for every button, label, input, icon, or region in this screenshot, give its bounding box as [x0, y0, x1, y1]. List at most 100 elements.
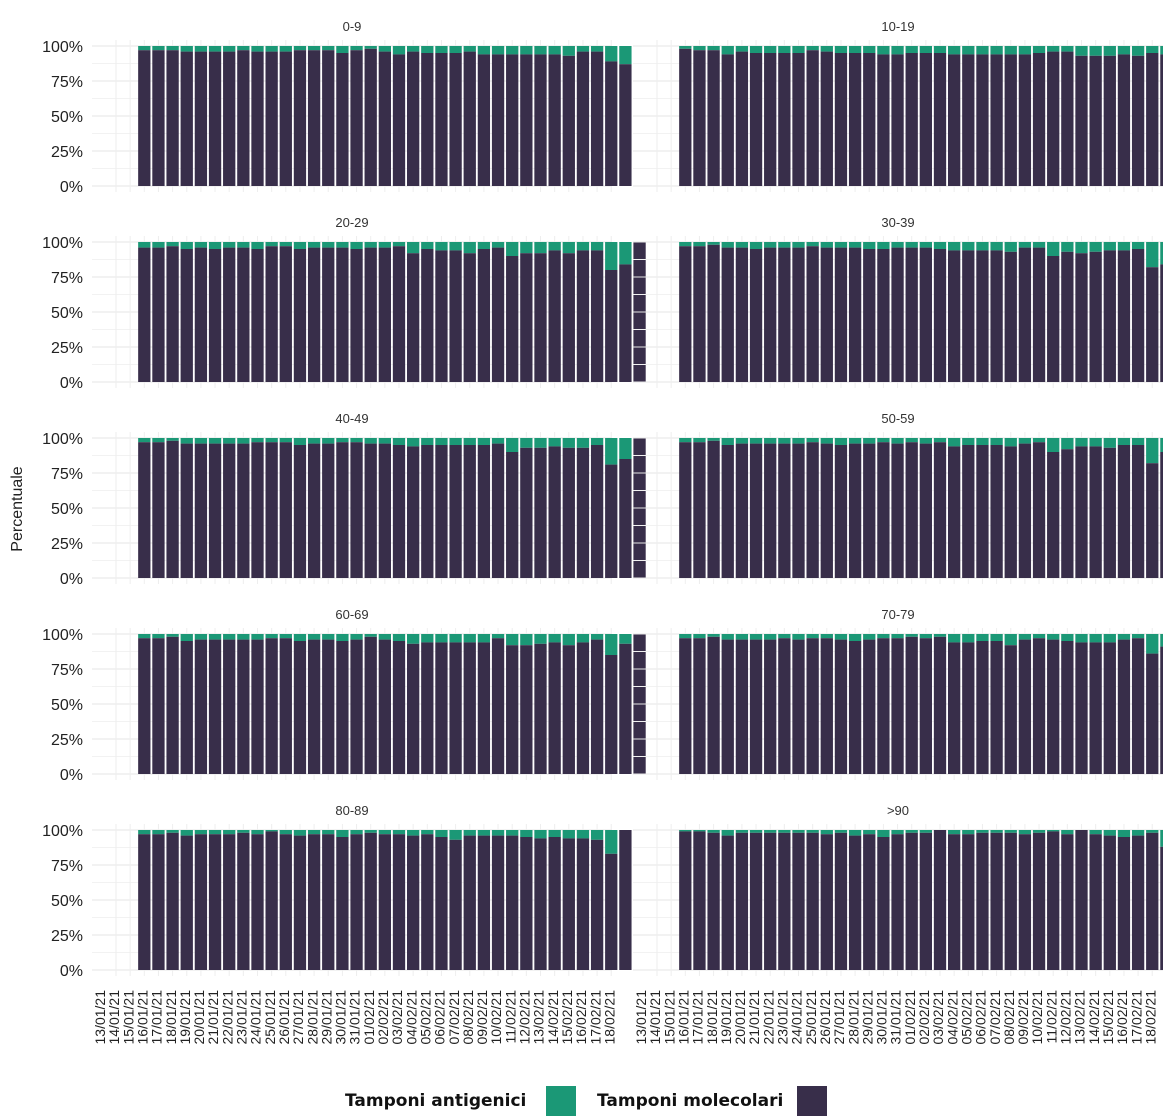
bar-molecolari [166, 636, 179, 774]
bar-antigenici [735, 830, 749, 833]
bar-antigenici [1061, 46, 1074, 52]
bar-molecolari [166, 832, 179, 970]
bar-molecolari [506, 256, 519, 382]
bar-molecolari [279, 638, 292, 774]
x-tick-label: 26/01/21 [276, 990, 292, 1045]
y-tick-label: 75% [51, 858, 83, 875]
bar-antigenici [1146, 830, 1159, 833]
bar-molecolari [877, 249, 890, 382]
bar-antigenici [265, 438, 278, 443]
bar-molecolari [138, 50, 151, 187]
bar-molecolari [1075, 446, 1088, 578]
bar-antigenici [1131, 830, 1145, 836]
bar-antigenici [407, 634, 420, 644]
bar-antigenici [820, 634, 833, 639]
bar-antigenici [976, 830, 989, 833]
bar-antigenici [976, 438, 989, 445]
y-tick-label: 0% [60, 963, 83, 980]
bar-antigenici [152, 46, 165, 51]
bar-antigenici [1004, 242, 1017, 252]
bar-molecolari [350, 50, 363, 187]
bar-molecolari [392, 641, 406, 774]
bar-molecolari [364, 832, 377, 970]
y-tick-label: 50% [51, 109, 83, 126]
bar-antigenici [707, 242, 720, 245]
bar-antigenici [477, 46, 491, 55]
bar-molecolari [962, 54, 975, 187]
bar-molecolari [948, 834, 961, 970]
bar-antigenici [1018, 634, 1032, 640]
y-tick-label: 25% [51, 340, 83, 357]
bar-molecolari [237, 639, 250, 774]
bar-molecolari [279, 442, 292, 578]
bar-antigenici [679, 830, 692, 832]
bar-molecolari [534, 643, 547, 774]
bar-molecolari [721, 445, 734, 578]
bar-molecolari [693, 442, 706, 578]
x-tick-label: 04/02/21 [403, 990, 419, 1045]
bar-molecolari [1146, 267, 1159, 382]
bar-molecolari [307, 639, 321, 774]
bar-molecolari [336, 837, 349, 970]
bar-antigenici [364, 438, 377, 444]
y-tick-label: 100% [42, 627, 83, 644]
bar-molecolari [265, 831, 278, 970]
bar-molecolari [605, 853, 618, 970]
bar-antigenici [1047, 46, 1060, 52]
legend-swatch-molecolari [797, 1086, 828, 1116]
bar-molecolari [905, 636, 918, 774]
bar-antigenici [548, 634, 561, 643]
bar-molecolari [919, 53, 932, 186]
bar-antigenici [1160, 242, 1163, 265]
x-tick-label: 25/01/21 [262, 990, 278, 1045]
bar-molecolari [1103, 55, 1116, 186]
bar-molecolari [407, 446, 420, 578]
bar-antigenici [208, 438, 222, 444]
bar-molecolari [576, 838, 590, 970]
bar-molecolari [820, 51, 833, 186]
bar-antigenici [180, 242, 193, 249]
bar-antigenici [491, 634, 505, 639]
bar-antigenici [1146, 634, 1159, 654]
bar-antigenici [520, 46, 533, 55]
bar-antigenici [237, 438, 250, 444]
bar-antigenici [322, 438, 335, 444]
bar-molecolari [806, 442, 819, 578]
bar-antigenici [463, 634, 476, 643]
bar-antigenici [990, 242, 1003, 251]
bar-molecolari [933, 249, 947, 382]
bar-antigenici [392, 830, 406, 835]
bar-molecolari [477, 445, 491, 578]
bar-molecolari [721, 835, 734, 970]
bar-molecolari [407, 643, 420, 774]
x-tick-label: 01/02/21 [361, 990, 377, 1045]
bar-molecolari [251, 834, 264, 970]
bar-antigenici [877, 830, 890, 837]
bar-antigenici [378, 634, 391, 640]
x-tick-label: 31/01/21 [347, 990, 363, 1045]
bar-antigenici [1018, 830, 1032, 835]
bar-antigenici [293, 438, 307, 445]
bar-molecolari [350, 834, 363, 970]
bar-antigenici [279, 634, 292, 639]
bar-molecolari [590, 51, 604, 186]
bar-molecolari [1061, 251, 1074, 382]
bar-antigenici [435, 830, 448, 837]
bar-antigenici [223, 830, 236, 835]
bar-molecolari [194, 639, 208, 774]
bar-molecolari [223, 51, 236, 186]
bar-antigenici [919, 830, 932, 833]
bar-antigenici [605, 830, 618, 854]
bar-molecolari [707, 832, 720, 970]
bar-molecolari [138, 442, 151, 578]
bar-molecolari [520, 447, 533, 578]
bar-molecolari [477, 54, 491, 187]
bar-molecolari [463, 51, 476, 186]
bar-antigenici [1117, 438, 1131, 445]
bar-antigenici [806, 242, 819, 247]
bar-molecolari [848, 443, 862, 578]
bar-antigenici [350, 46, 363, 51]
x-tick-label: 21/01/21 [205, 990, 221, 1045]
bar-antigenici [548, 46, 561, 55]
bar-molecolari [721, 54, 734, 187]
